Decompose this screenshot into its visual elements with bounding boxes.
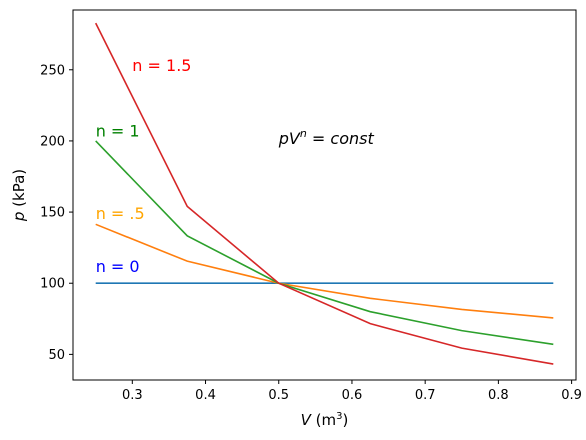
series-annotation-2: n = 1	[96, 122, 140, 141]
y-tick-label: 150	[40, 206, 65, 221]
y-axis-label: p (kPa)	[10, 169, 28, 222]
x-tick-label: 0.7	[415, 388, 436, 403]
series-line-2	[95, 140, 554, 346]
x-tick-label: 0.8	[488, 388, 509, 403]
x-tick-label: 0.5	[268, 388, 289, 403]
plot-frame	[72, 9, 577, 381]
y-tick-label: 250	[40, 63, 65, 78]
x-axis-label: V (m3)	[301, 411, 349, 429]
x-axis-ticks: 0.3 0.4 0.5 0.6 0.7 0.8 0.9	[122, 380, 582, 403]
x-tick-label: 0.6	[342, 388, 363, 403]
series-annotation-0: n = 0	[96, 257, 140, 276]
plot-lines	[94, 22, 554, 365]
series-line-3	[94, 22, 554, 365]
y-tick-label: 50	[48, 348, 65, 363]
series-annotation-1: n = .5	[96, 204, 145, 223]
y-tick-label: 200	[40, 134, 65, 149]
annotations: n = 0 n = .5 n = 1 n = 1.5	[96, 56, 192, 276]
y-tick-label: 100	[40, 277, 65, 292]
x-tick-label: 0.9	[561, 388, 582, 403]
x-tick-label: 0.4	[195, 388, 216, 403]
x-tick-label: 0.3	[122, 388, 143, 403]
equation-label: pVn = const	[278, 127, 375, 148]
y-axis-ticks: 50 100 150 200 250	[40, 63, 73, 363]
series-line-1	[95, 223, 554, 319]
series-annotation-3: n = 1.5	[132, 56, 191, 75]
